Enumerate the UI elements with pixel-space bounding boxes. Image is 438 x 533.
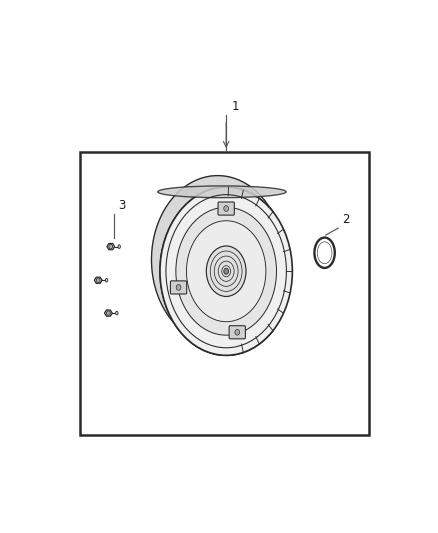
FancyBboxPatch shape — [218, 202, 234, 215]
Polygon shape — [107, 244, 115, 250]
FancyBboxPatch shape — [229, 326, 245, 339]
Text: 3: 3 — [118, 199, 126, 212]
Ellipse shape — [206, 246, 246, 296]
FancyBboxPatch shape — [170, 281, 187, 294]
Circle shape — [235, 329, 240, 335]
Ellipse shape — [106, 278, 108, 282]
Text: 1: 1 — [231, 100, 239, 113]
Circle shape — [109, 244, 113, 249]
Ellipse shape — [187, 221, 266, 322]
Circle shape — [224, 206, 229, 212]
Circle shape — [106, 311, 110, 316]
Ellipse shape — [176, 207, 276, 335]
Ellipse shape — [116, 311, 118, 315]
Polygon shape — [94, 277, 102, 284]
Ellipse shape — [158, 186, 286, 198]
Ellipse shape — [224, 268, 229, 274]
Polygon shape — [152, 175, 273, 356]
Ellipse shape — [118, 245, 120, 248]
Bar — [80, 152, 369, 435]
Text: 2: 2 — [342, 213, 350, 226]
Polygon shape — [105, 310, 112, 316]
Ellipse shape — [160, 187, 293, 356]
Circle shape — [96, 278, 100, 282]
Circle shape — [176, 285, 181, 290]
